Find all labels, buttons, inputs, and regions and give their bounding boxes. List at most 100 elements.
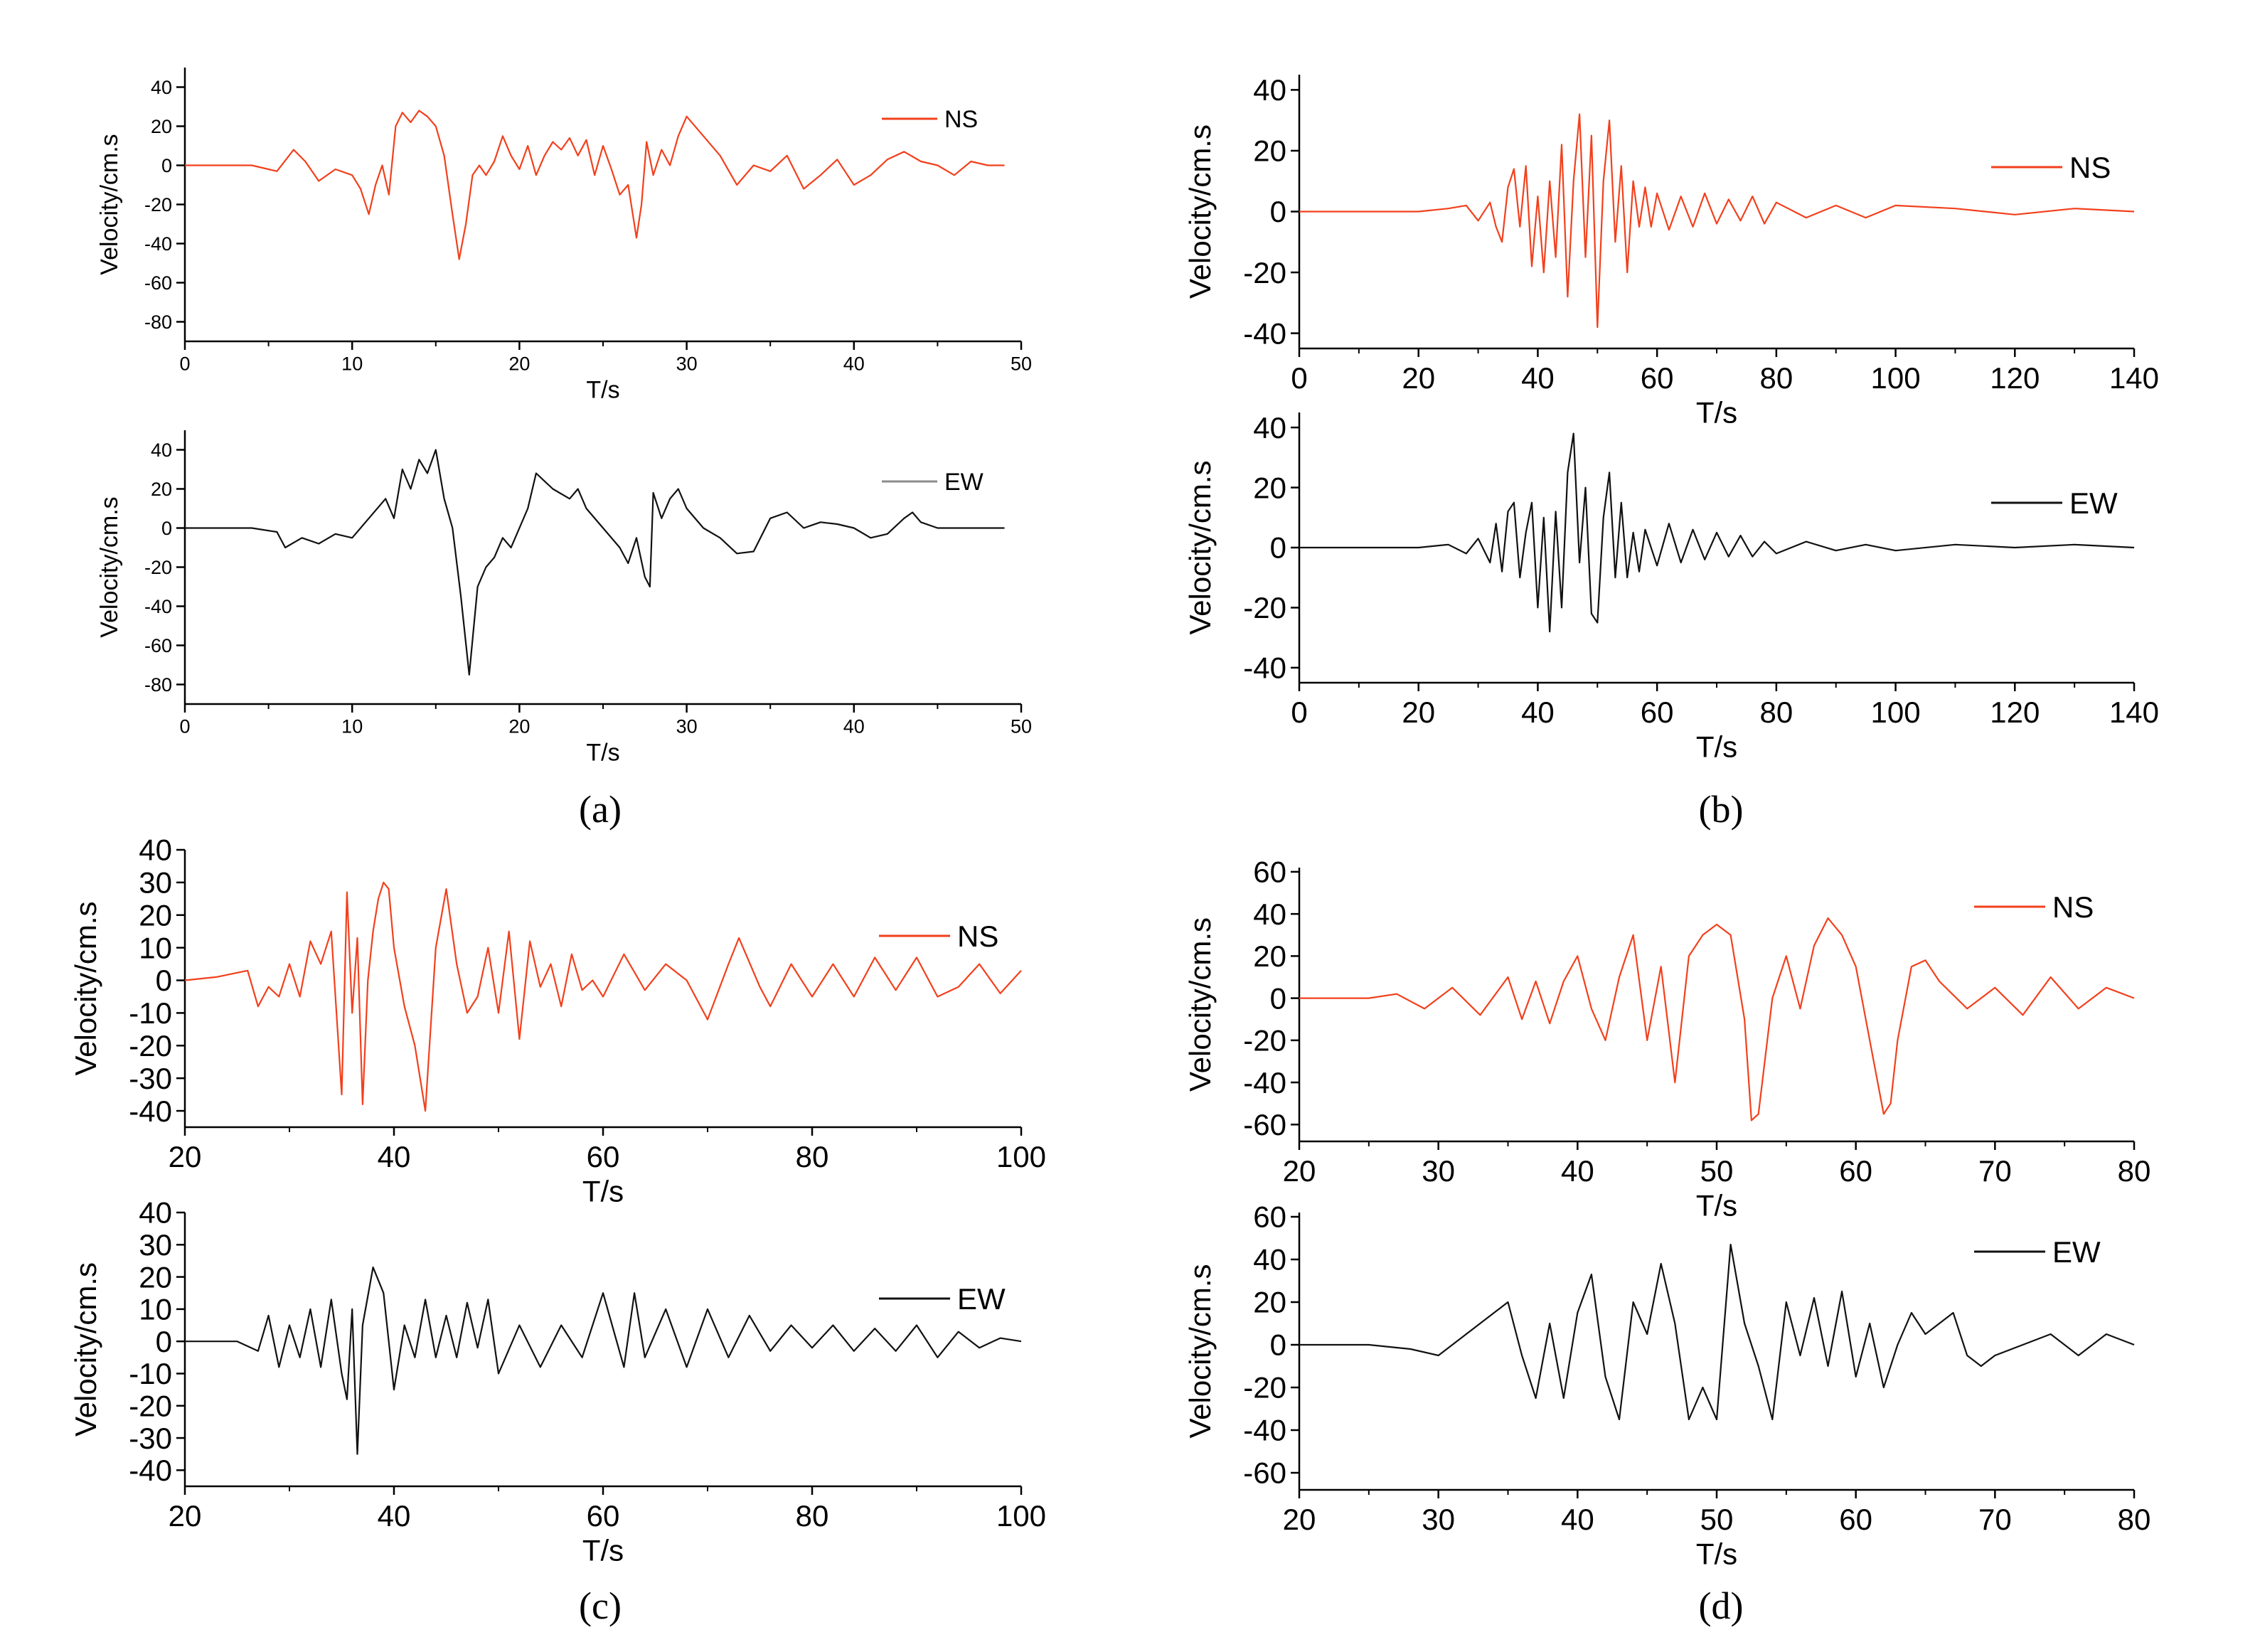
chart-c-ns: 20 40 60 80 100403020100-10-20-30-40T/sVeloc… <box>69 833 1046 1208</box>
x-tick-label-c-ns: 40 <box>378 1140 411 1173</box>
series-line-ew-b-ew <box>1299 432 2135 633</box>
legend-label-d-ew: EW <box>2052 1235 2101 1269</box>
y-tick-label-a-ns: -80 <box>144 311 172 333</box>
y-tick-label-a-ew: -60 <box>144 635 172 656</box>
y-tick-label-b-ns: 0 <box>1270 195 1286 228</box>
panel-caption-b: (b) <box>1699 788 1744 831</box>
x-tick-label-d-ns: 60 <box>1839 1154 1872 1188</box>
x-tick-label-d-ew: 40 <box>1561 1503 1594 1536</box>
chart-d-ew: 20 30 40 50 60 70 80 60 40 20 0 -20 -40 -60 T/s Velocit… <box>1183 1200 2150 1571</box>
y-tick-label-d-ew: 60 <box>1253 1200 1286 1234</box>
y-tick-label-b-ns: -20 <box>1243 256 1286 289</box>
y-axis-label-c-ns: Velocity/cm.s <box>69 901 102 1075</box>
x-tick-label-a-ns: 20 <box>508 353 530 374</box>
chart-a-ns: 0 10 20 30 40 50 40 20 0 -20 -40 -60 -80 T/s Velocity/… <box>96 68 1032 403</box>
x-tick-label-b-ns: 60 <box>1641 361 1674 395</box>
y-tick-label-c-ew: -30 <box>129 1422 172 1455</box>
x-tick-label-b-ew: 60 <box>1641 696 1674 729</box>
y-tick-label-d-ew: -20 <box>1243 1371 1286 1405</box>
x-tick-label-b-ns: 80 <box>1759 361 1793 395</box>
y-tick-label-a-ns: 40 <box>151 77 172 98</box>
chart-d-ns: 20 30 40 50 60 70 80 60 40 20 0 -20 -40 -60 T/s Velocit… <box>1183 856 2150 1222</box>
y-tick-label-c-ns: 0 <box>156 964 172 997</box>
x-tick-label-b-ew: 100 <box>1871 696 1921 729</box>
y-tick-label-b-ns: -40 <box>1243 316 1286 350</box>
y-axis-label-a-ew: Velocity/cm.s <box>96 496 123 637</box>
y-tick-label-b-ew: 0 <box>1270 531 1286 565</box>
y-tick-label-d-ns: 0 <box>1270 981 1286 1015</box>
y-tick-label-c-ew: 10 <box>139 1293 172 1326</box>
x-tick-label-d-ew: 30 <box>1422 1503 1455 1536</box>
chart-b-ew: 0 20 40 60 80 100 120 140 40 20 0 -20 -40 T/s Velocity… <box>1183 411 2159 764</box>
series-line-ew-a-ew <box>185 449 1005 676</box>
y-tick-label-c-ns: -20 <box>129 1029 172 1062</box>
y-tick-label-c-ew: -20 <box>129 1389 172 1422</box>
x-tick-label-c-ns: 80 <box>796 1140 829 1173</box>
y-tick-label-a-ns: 0 <box>161 155 172 176</box>
x-tick-label-a-ew: 50 <box>1011 715 1032 737</box>
panel-caption-d: (d) <box>1699 1584 1744 1627</box>
x-tick-label-a-ns: 40 <box>843 353 865 374</box>
y-tick-label-d-ew: 0 <box>1270 1328 1286 1362</box>
x-tick-label-a-ns: 30 <box>676 353 698 374</box>
y-tick-label-a-ns: -60 <box>144 272 172 294</box>
y-tick-label-a-ew: 20 <box>151 479 172 500</box>
y-tick-label-d-ns: 60 <box>1253 856 1286 889</box>
chart-c-ew: 20 40 60 80 100403020100-10-20-30-40T/sVeloc… <box>69 1196 1046 1567</box>
y-tick-label-b-ew: -40 <box>1243 651 1286 685</box>
y-tick-label-a-ew: -40 <box>144 596 172 617</box>
x-tick-label-b-ns: 20 <box>1402 361 1435 395</box>
x-tick-label-b-ew: 40 <box>1521 696 1555 729</box>
y-tick-label-a-ns: -40 <box>144 233 172 255</box>
x-tick-label-c-ew: 80 <box>796 1499 829 1533</box>
series-line-ns-c-ns <box>184 881 1022 1112</box>
x-tick-label-b-ns: 140 <box>2109 361 2159 395</box>
x-axis-label-a-ew: T/s <box>586 739 619 766</box>
x-tick-label-b-ns: 120 <box>1990 361 2040 395</box>
x-tick-label-a-ns: 10 <box>341 353 363 374</box>
x-axis-label-a-ns: T/s <box>586 376 619 403</box>
y-tick-label-d-ns: -60 <box>1243 1108 1286 1141</box>
x-axis-label-b-ew: T/s <box>1696 730 1737 763</box>
y-tick-label-c-ns: -40 <box>129 1094 172 1128</box>
y-tick-label-a-ew: 40 <box>151 439 172 461</box>
legend-label-a-ns: NS <box>944 106 978 133</box>
y-axis-label-d-ew: Velocity/cm.s <box>1183 1264 1217 1438</box>
x-tick-label-a-ns: 50 <box>1011 353 1032 374</box>
x-tick-label-c-ew: 100 <box>996 1499 1046 1533</box>
y-tick-label-c-ns: 40 <box>139 833 172 867</box>
y-axis-label-a-ns: Velocity/cm.s <box>96 134 123 275</box>
series-line-ns-a-ns <box>185 110 1005 260</box>
x-tick-label-d-ew: 70 <box>1978 1503 2012 1536</box>
y-tick-label-a-ew: 0 <box>161 518 172 539</box>
series-line-ew-c-ew <box>185 1266 1022 1455</box>
y-tick-label-d-ew: -60 <box>1243 1456 1286 1490</box>
y-tick-label-c-ns: 10 <box>139 931 172 964</box>
x-tick-label-d-ns: 80 <box>2118 1154 2151 1188</box>
chart-b-ns: 0 20 40 60 80 100 120 140 40 20 0 -20 -40 T/s Velocity… <box>1183 73 2159 429</box>
x-tick-label-d-ew: 50 <box>1700 1503 1734 1536</box>
y-tick-label-d-ns: -20 <box>1243 1024 1286 1057</box>
x-tick-label-b-ns: 100 <box>1871 361 1921 395</box>
x-tick-label-a-ew: 40 <box>843 715 865 737</box>
series-line-ew-d-ew <box>1299 1243 2135 1421</box>
x-tick-label-c-ns: 100 <box>996 1140 1046 1173</box>
y-tick-label-d-ew: -40 <box>1243 1414 1286 1447</box>
x-tick-label-c-ns: 60 <box>587 1140 620 1173</box>
y-tick-label-c-ew: -10 <box>129 1357 172 1390</box>
y-tick-label-c-ew: 30 <box>139 1228 172 1262</box>
x-axis-label-c-ew: T/s <box>582 1533 624 1567</box>
x-tick-label-d-ns: 70 <box>1978 1154 2012 1188</box>
x-axis-label-c-ns: T/s <box>582 1174 624 1208</box>
x-tick-label-a-ew: 10 <box>341 715 363 737</box>
y-tick-label-d-ns: 40 <box>1253 897 1286 931</box>
x-tick-label-b-ns: 40 <box>1521 361 1555 395</box>
y-tick-label-c-ns: 20 <box>139 898 172 932</box>
series-line-ns-d-ns <box>1299 917 2135 1121</box>
y-tick-label-c-ew: -40 <box>129 1454 172 1487</box>
x-tick-label-c-ns: 20 <box>169 1140 202 1173</box>
y-tick-label-a-ns: 20 <box>151 116 172 137</box>
y-tick-label-d-ns: -40 <box>1243 1066 1286 1099</box>
